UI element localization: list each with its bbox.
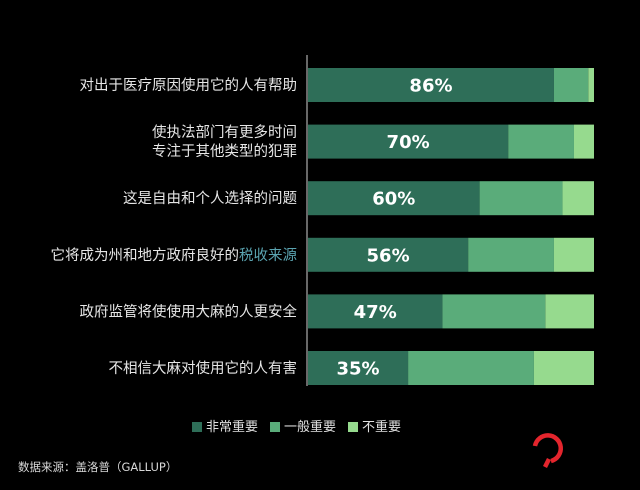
category-label-4-part-1: 它将成为州和地方政府良好的 (51, 246, 240, 264)
value-label-6: 35% (337, 359, 380, 380)
value-label-1: 86% (409, 76, 452, 97)
legend-swatch-1 (192, 422, 202, 432)
bar-segment-6-series-3 (533, 351, 594, 385)
source-note: 数据来源：盖洛普（GALLUP） (18, 460, 177, 474)
bar-segment-3-series-1 (308, 181, 480, 216)
category-label-1: 对出于医疗原因使用它的人有帮助 (80, 76, 298, 94)
value-label-4: 56% (367, 245, 410, 266)
bar-segment-1-series-2 (553, 68, 589, 102)
category-label-4: 它将成为州和地方政府良好的税收来源 (51, 246, 298, 264)
category-label-3: 这是自由和个人选择的问题 (123, 190, 297, 207)
bars-group (308, 68, 594, 385)
bar-segment-5-series-1 (308, 294, 443, 329)
legend-swatch-3 (348, 422, 358, 432)
bar-segment-4-series-3 (553, 237, 594, 272)
bar-segment-4-series-1 (308, 237, 469, 272)
legend-swatch-2 (270, 422, 280, 432)
category-label-2-line-1: 使执法部门有更多时间 (152, 124, 297, 141)
category-label-4-part-2: 税收来源 (239, 247, 297, 264)
bar-segment-3-series-2 (479, 181, 563, 216)
category-label-6: 不相信大麻对使用它的人有害 (109, 359, 298, 377)
bar-segment-6-series-2 (408, 351, 534, 385)
value-label-3: 60% (372, 189, 415, 210)
category-label-2-line-2: 专注于其他类型的犯罪 (152, 143, 297, 160)
bar-segment-5-series-3 (545, 294, 594, 329)
bar-segment-2-series-1 (308, 124, 509, 159)
bar-segment-2-series-2 (508, 124, 574, 159)
legend-label-1: 非常重要 (206, 419, 258, 435)
category-labels-group: 对出于医疗原因使用它的人有帮助使执法部门有更多时间专注于其他类型的犯罪这是自由和… (51, 76, 298, 377)
bar-segment-3-series-3 (562, 181, 594, 216)
bar-segment-4-series-2 (468, 237, 554, 272)
bar-segment-2-series-3 (573, 124, 594, 159)
bar-segment-1-series-1 (308, 68, 554, 102)
value-labels-group: 86% 70% 60% 56% 47% 35% (337, 76, 453, 380)
bar-segment-5-series-2 (442, 294, 546, 329)
value-label-5: 47% (354, 302, 397, 323)
bar-segment-1-series-3 (588, 68, 594, 102)
legend: 非常重要 一般重要 不重要 (192, 419, 401, 435)
legend-label-3: 不重要 (362, 419, 401, 435)
red-hook-logo-icon (532, 433, 564, 469)
bar-segment-6-series-1 (308, 351, 409, 385)
category-label-5: 政府监管将使使用大麻的人更安全 (80, 302, 298, 320)
value-label-2: 70% (387, 132, 430, 153)
legend-label-2: 一般重要 (284, 419, 336, 435)
